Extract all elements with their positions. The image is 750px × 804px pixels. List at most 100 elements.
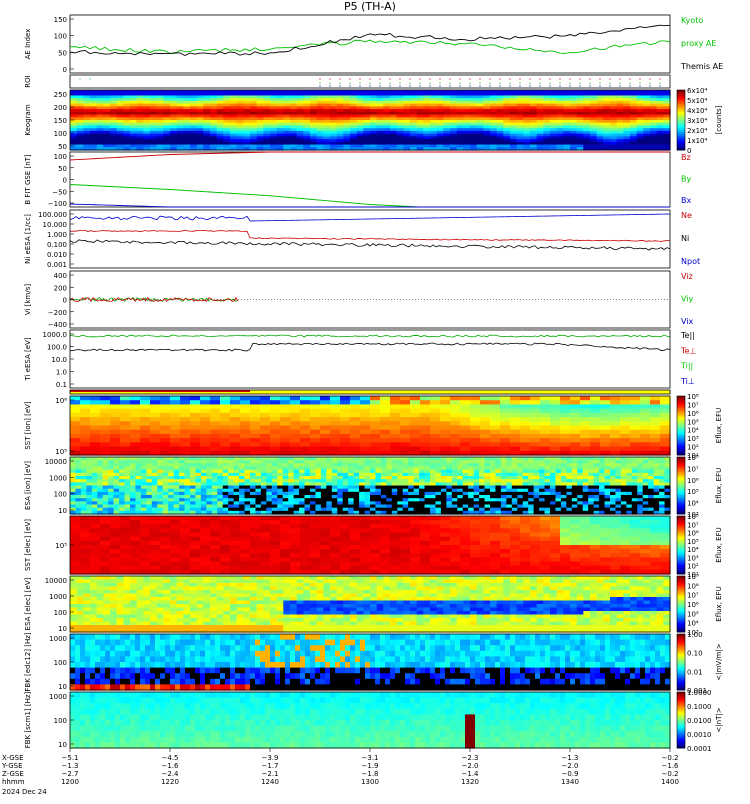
sst_i-cell (580, 400, 591, 405)
roi-dot (429, 78, 430, 79)
sst_i-cell (600, 421, 611, 426)
sst_i-cell (330, 426, 341, 431)
sst_i-cell (660, 447, 671, 452)
sst_i-cell (600, 442, 611, 447)
sst_i-cell (440, 400, 451, 405)
sst_i-cell (490, 421, 501, 426)
sst_i-cell (310, 400, 321, 405)
sst_i-cell (600, 413, 611, 418)
sst_i-cell (180, 421, 191, 426)
roi-dot (559, 78, 560, 79)
sst_i-cell (550, 434, 561, 439)
sst_i-cell (640, 413, 651, 418)
sst_i-cell (490, 434, 501, 439)
sst_i-cell (230, 447, 241, 452)
sst_i-cell (260, 413, 271, 418)
sst_i-cell (420, 400, 431, 405)
sst_i-cell (360, 417, 371, 422)
sst_i-cell (280, 400, 291, 405)
sst_i-cell (190, 421, 201, 426)
sst_i-cell (550, 421, 561, 426)
ytick-label: −400 (48, 321, 67, 329)
sst_i-cell (500, 438, 511, 443)
sst_i-cell (330, 409, 341, 414)
sst_i-cell (340, 404, 351, 409)
ytick-label: 10⁶ (55, 397, 67, 405)
sst_i-cell (590, 417, 601, 422)
sst_i-cell (490, 438, 501, 443)
sst_i-cell (660, 413, 671, 418)
sst_i-cell (160, 396, 171, 401)
sst_i-cell (630, 442, 641, 447)
sst_i-cell (630, 421, 641, 426)
sst_i-cell (240, 447, 251, 452)
sst_i-cell (340, 409, 351, 414)
sst_i-cell (430, 447, 441, 452)
sst_i-cell (600, 409, 611, 414)
sst_i-cell (80, 413, 91, 418)
sst_i-cell (360, 447, 371, 452)
sst_i-cell (650, 417, 661, 422)
sst_i-cell (370, 430, 381, 435)
sst_i-cell (500, 426, 511, 431)
sst_i-cell (220, 400, 231, 405)
sst_i-cell (320, 434, 331, 439)
sst_i-cell (230, 404, 241, 409)
sst_i-cell (500, 396, 511, 401)
sst_i-cell (380, 396, 391, 401)
sst_i-cell (530, 438, 541, 443)
roi-dot (379, 78, 380, 79)
sst_i-cell (400, 421, 411, 426)
roi-dot (339, 82, 340, 83)
ytick-label: 50 (58, 165, 67, 173)
sst_i-cell (120, 434, 131, 439)
sst_i-cell (330, 404, 341, 409)
sst_i-cell (160, 400, 171, 405)
sst_i-cell (490, 426, 501, 431)
sst_i-cell (540, 421, 551, 426)
sst_i-cell (630, 434, 641, 439)
sst_i-cell (340, 430, 351, 435)
sst_i-cell (400, 438, 411, 443)
roi-dot (519, 82, 520, 83)
sst_i-cell (160, 438, 171, 443)
sst_i-cell (570, 447, 581, 452)
sst_i-cell (320, 438, 331, 443)
sst_i-cell (190, 442, 201, 447)
sst_i-cell (370, 442, 381, 447)
sst_i-cell (90, 409, 101, 414)
sst_i-cell (100, 421, 111, 426)
sst_i-cell (240, 426, 251, 431)
sst_i-cell (500, 417, 511, 422)
sst_i-cell (360, 426, 371, 431)
sst_i-cell (180, 396, 191, 401)
sst_i-cell (200, 409, 211, 414)
sst_i-cell (490, 430, 501, 435)
sst_i-cell (610, 413, 621, 418)
sst_i-cell (250, 396, 261, 401)
roi-dot (359, 85, 360, 86)
ytick-label: 150 (54, 117, 67, 125)
roi-dot (359, 82, 360, 83)
sst_i-cell (430, 413, 441, 418)
ytick-label: 50 (58, 49, 67, 57)
legend-ae: Themis AE (680, 62, 723, 71)
sst_i-cell (410, 447, 421, 452)
sst_i-cell (390, 421, 401, 426)
sst_i-cell (560, 434, 571, 439)
sst_i-cell (640, 438, 651, 443)
sst_i-cell (370, 426, 381, 431)
sst_i-cell (180, 434, 191, 439)
sst_i-cell (380, 421, 391, 426)
ylabel-bfield: B FIT GSE [nT] (24, 154, 32, 205)
sst_i-cell (180, 426, 191, 431)
sst_i-cell (620, 434, 631, 439)
sst_i-cell (450, 396, 461, 401)
roi-dot (629, 82, 630, 83)
sst_i-cell (620, 400, 631, 405)
sst_i-cell (130, 438, 141, 443)
sst_i-cell (630, 396, 641, 401)
density-ne-line (70, 231, 670, 242)
sst_i-cell (480, 430, 491, 435)
sst_i-cell (470, 442, 481, 447)
